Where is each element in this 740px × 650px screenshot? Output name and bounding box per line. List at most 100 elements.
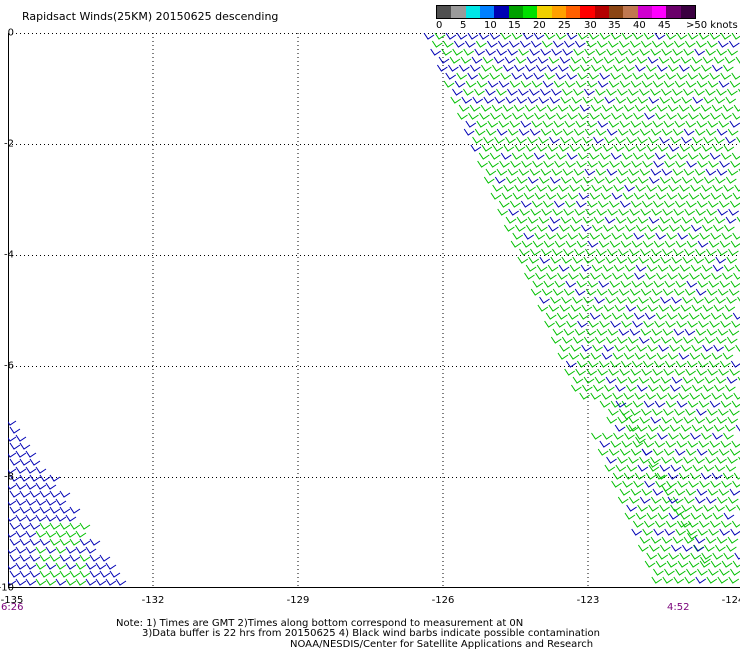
wind-barb [700,472,712,480]
wind-barb [659,504,670,512]
wind-barb [480,64,492,72]
x-tick-label: -132 [141,595,165,606]
legend-label: 15 [508,20,521,31]
wind-barb [541,288,553,296]
wind-barb [587,360,599,368]
wind-barb [660,336,672,344]
wind-barb [639,168,651,176]
wind-barb [687,33,699,40]
wind-barb [8,548,17,554]
wind-barb [725,464,737,472]
wind-barb [644,480,655,488]
wind-barb [643,33,655,40]
wind-map-plot[interactable] [8,33,740,588]
wind-barb [628,456,639,464]
wind-barb [55,530,67,538]
wind-barb [567,232,579,240]
wind-barb [530,208,541,216]
wind-barb [59,490,71,498]
wind-barb [678,104,690,112]
wind-barb [684,328,696,336]
wind-barb [711,104,723,112]
wind-barb [539,256,551,264]
wind-barb [624,512,636,520]
wind-barb [604,464,616,472]
wind-barb [508,40,520,48]
wind-barb [575,200,587,208]
legend-swatch [479,6,495,18]
wind-barb [536,144,548,152]
wind-barb [696,200,708,208]
wind-barb [522,33,534,40]
legend-swatch [522,6,538,18]
wind-barb [637,504,648,512]
wind-barb [59,570,71,578]
wind-barb [733,272,740,280]
wind-barb [696,80,708,88]
wind-barb [681,96,693,104]
wind-barb [690,512,702,520]
wind-barb [35,530,47,538]
wind-barb [649,376,661,384]
wind-barb [507,88,518,96]
wind-barb [715,256,727,264]
wind-barb [630,488,642,496]
wind-barb [703,96,715,104]
wind-barb [642,528,653,536]
wind-barb [542,200,554,208]
wind-barb [492,184,503,192]
wind-barb [688,232,700,240]
wind-barb [9,426,21,434]
wind-barb [607,208,618,216]
wind-barb [575,80,587,88]
wind-barb [540,168,552,176]
wind-barb [697,160,708,168]
wind-barb [676,400,688,408]
wind-barb [614,56,626,64]
wind-barb [715,296,726,304]
legend-swatch [623,6,638,18]
wind-barb [695,208,706,216]
wind-barb [617,416,629,424]
wind-barb [574,288,586,296]
wind-barb [557,104,569,112]
wind-barb [602,144,614,152]
wind-barb [617,48,628,56]
wind-barb [647,344,658,352]
wind-barb [69,506,81,514]
wind-barb [585,328,597,336]
wind-barb [509,120,521,128]
wind-barb [675,160,686,168]
wind-barb [719,528,730,536]
wind-barb [651,248,662,256]
wind-barb [95,562,107,570]
wind-barb [618,288,630,296]
wind-barb [485,48,496,56]
wind-barb [544,152,556,160]
wind-barb [731,400,740,408]
wind-barb [716,168,728,176]
wind-barb [531,200,543,208]
wind-barb [726,376,738,384]
wind-barb [608,80,620,88]
wind-barb [707,80,719,88]
wind-barb [587,160,598,168]
wind-barb [712,552,724,560]
wind-barb [573,168,585,176]
wind-barb [550,256,562,264]
wind-barb [19,522,31,530]
wind-barb [619,120,631,128]
wind-barb [634,104,646,112]
wind-barb [657,224,669,232]
legend-label: 40 [633,20,646,31]
wind-barb [626,136,637,144]
wind-barb [734,552,740,560]
wind-barb [533,33,545,40]
wind-barb [652,408,663,416]
wind-barb [541,40,553,48]
wind-barb [637,464,649,472]
wind-barb [530,288,542,296]
wind-barb [570,304,582,312]
wind-barb [89,570,101,578]
legend-swatch [637,6,652,18]
